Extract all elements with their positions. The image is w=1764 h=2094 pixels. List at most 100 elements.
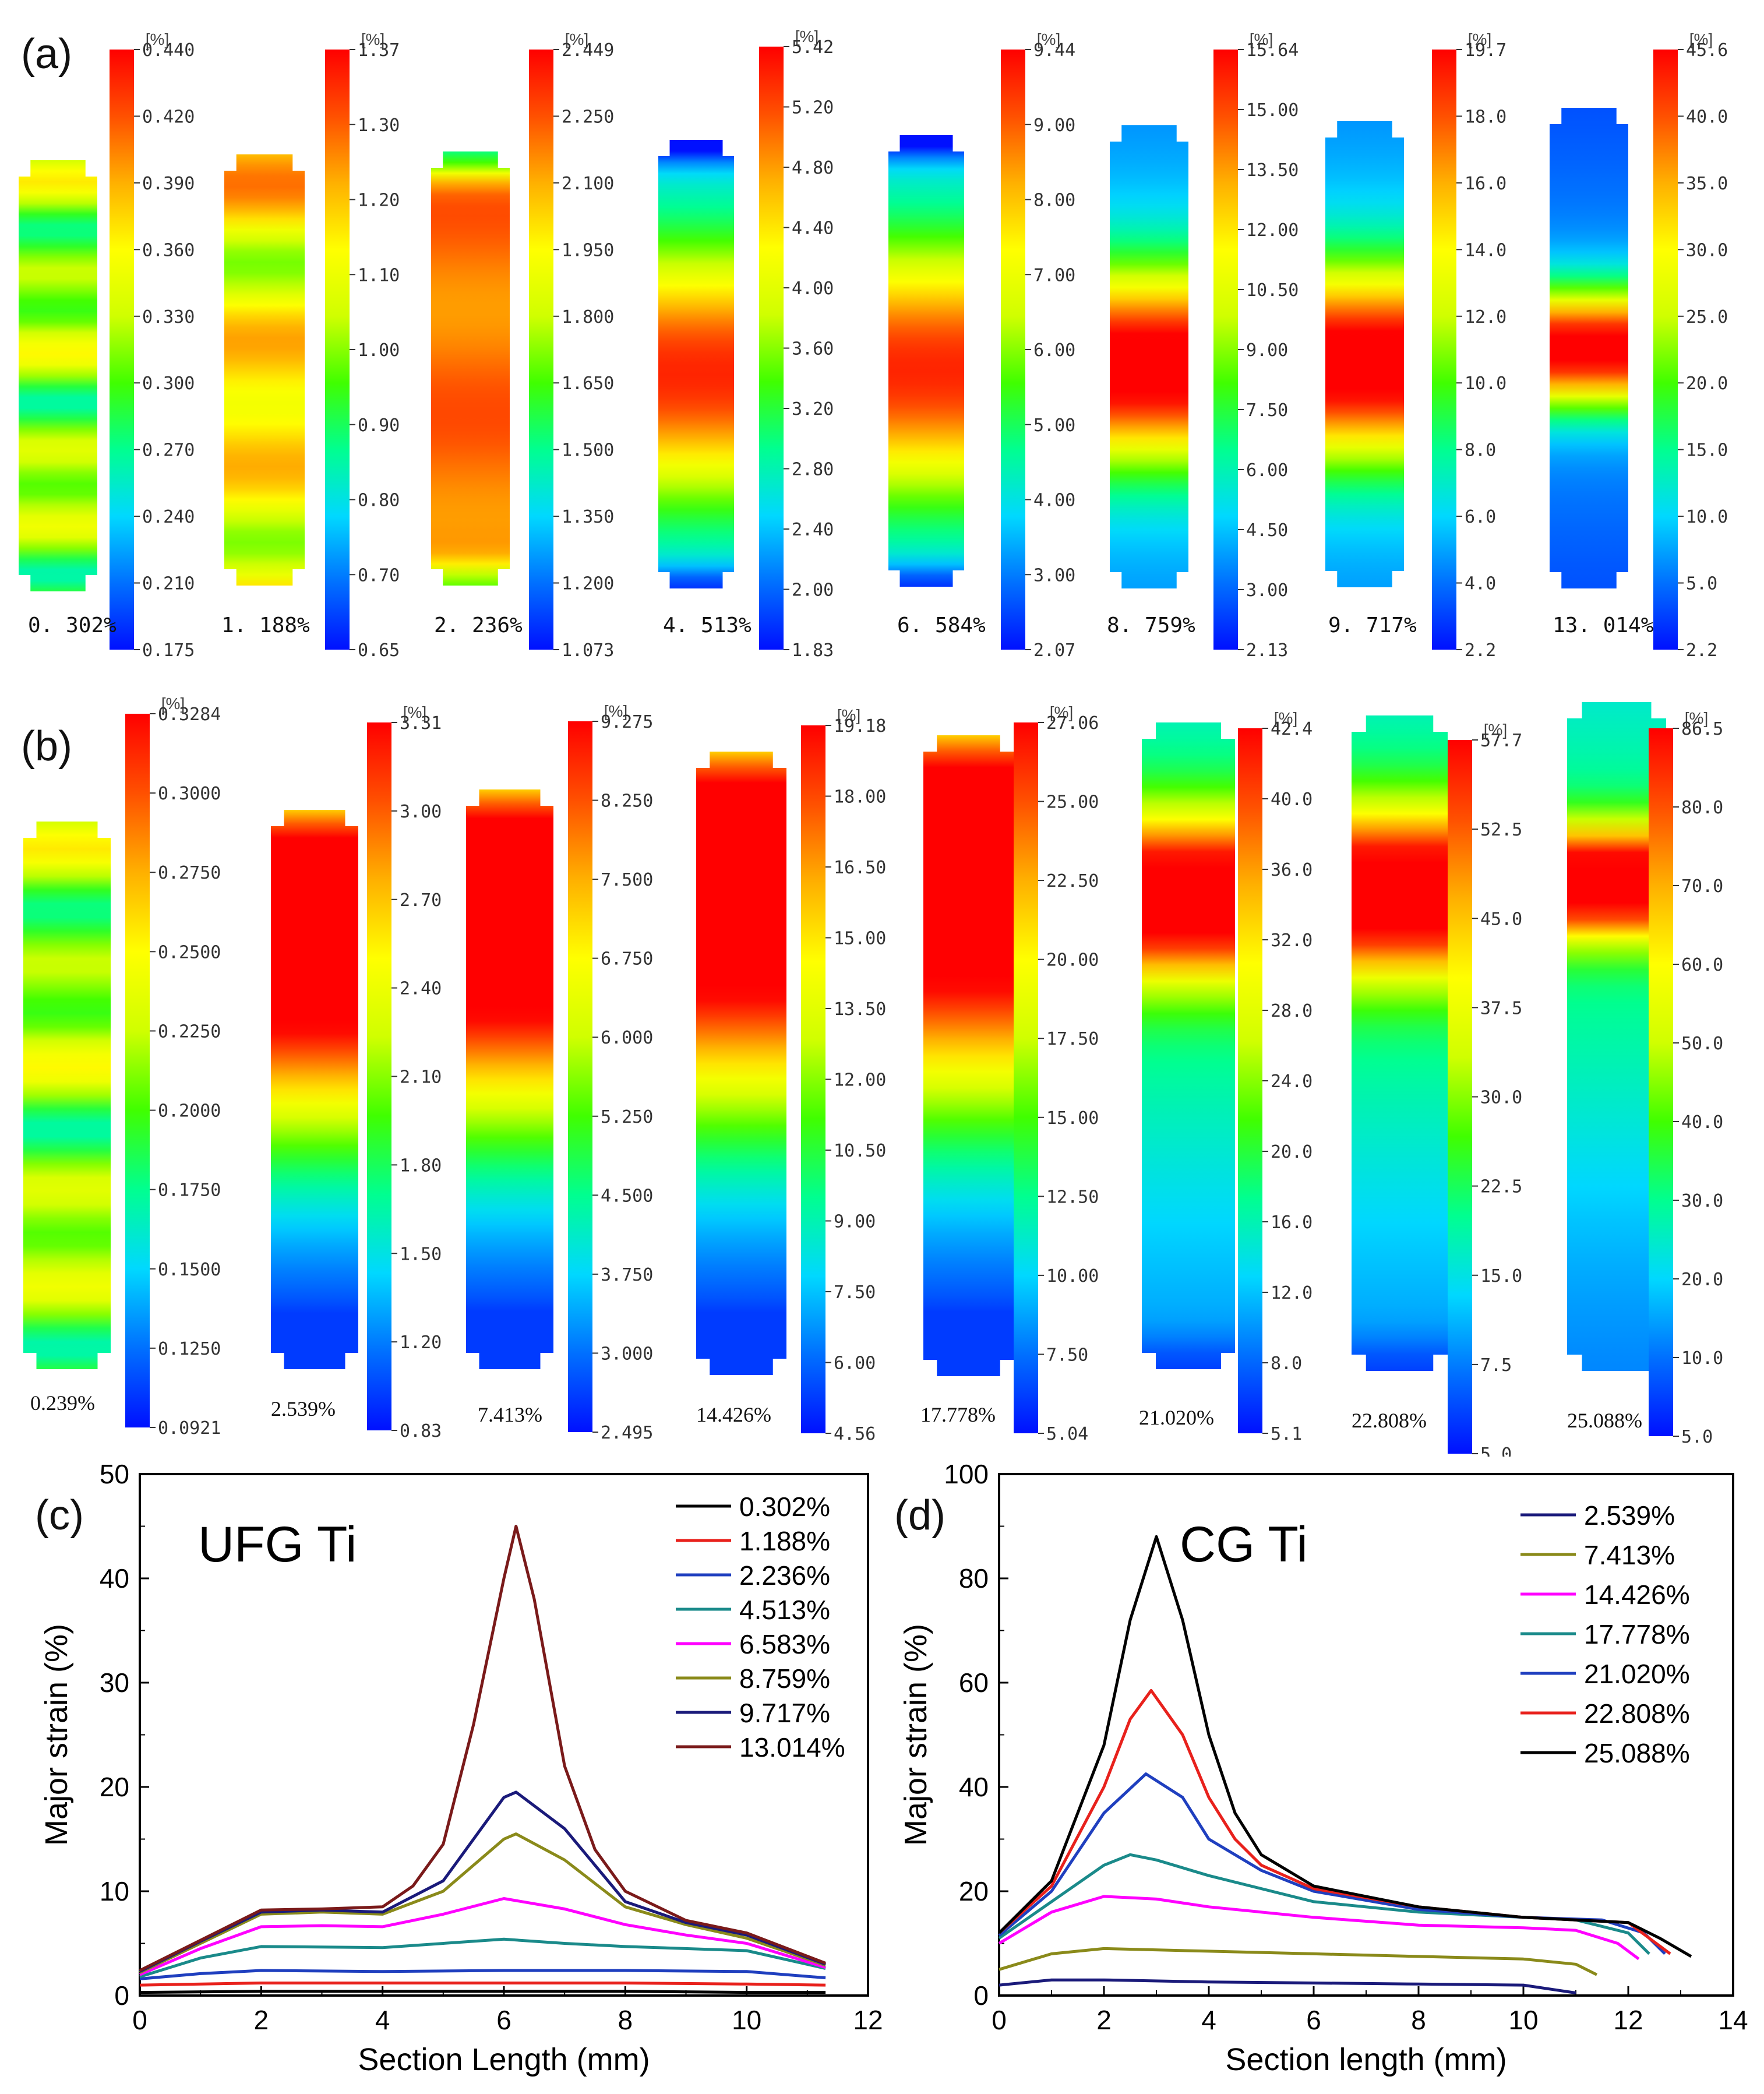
colorbar-tick-label: 18.00 [834, 787, 886, 808]
colorbar-tick-label: 0.330 [142, 307, 195, 327]
colorbar-tick-label: 0.3000 [158, 784, 221, 804]
colorbar-tick-label: 1.37 [358, 40, 400, 61]
colorbar-tick-label: 1.83 [792, 640, 834, 661]
colorbar-tick-label: 17.50 [1046, 1029, 1099, 1049]
colorbar-tick-label: 9.00 [834, 1212, 876, 1232]
colorbar-tick-label: 0.2500 [158, 942, 221, 963]
colorbar-tick-label: 0.1250 [158, 1339, 221, 1359]
colorbar-tick-label: 2.40 [792, 520, 834, 540]
colorbar-tick-label: 5.00 [1033, 415, 1075, 436]
colorbar-tick-label: 4.00 [792, 279, 834, 299]
strain-field-specimen [19, 160, 97, 591]
colorbar [801, 725, 825, 1433]
colorbar-tick-label: 10.00 [1046, 1266, 1099, 1286]
colorbar [1014, 722, 1038, 1433]
colorbar-tick-label: 1.80 [400, 1155, 442, 1176]
colorbar-tick-label: 20.0 [1681, 1270, 1723, 1290]
colorbar-unit-label: [%] [565, 30, 588, 48]
colorbar [1448, 740, 1472, 1454]
colorbar-tick-label: 3.000 [601, 1344, 653, 1364]
y-tick-label: 80 [959, 1563, 989, 1594]
colorbar-tick-label: 15.0 [1480, 1266, 1522, 1286]
series-line [139, 1990, 826, 1994]
colorbar-tick-label: 3.00 [1033, 565, 1075, 586]
panel-label-c: (c) [35, 1492, 84, 1539]
colorbar-tick-label: 2.07 [1033, 640, 1075, 661]
colorbar-tick-label: 0.2750 [158, 863, 221, 883]
strain-field-specimen [1352, 715, 1448, 1371]
series-line [139, 1969, 826, 1980]
colorbar [325, 50, 350, 650]
colorbar-tick-label: 0.360 [142, 240, 195, 260]
colorbar-tick-label: 16.0 [1465, 174, 1507, 194]
x-tick-label: 8 [618, 2005, 633, 2035]
legend-label: 6.583% [739, 1629, 830, 1659]
x-axis-label: Section length (mm) [1225, 2042, 1507, 2077]
legend-label: 8.759% [739, 1663, 830, 1694]
series-line [998, 1688, 1671, 1955]
x-tick-label: 0 [992, 2005, 1007, 2035]
strain-field-specimen [1567, 702, 1666, 1371]
colorbar-tick-label: 45.6 [1686, 40, 1728, 61]
legend-label: 25.088% [1584, 1738, 1690, 1768]
colorbar-tick-label: 3.750 [601, 1265, 653, 1285]
colorbar [125, 714, 150, 1427]
colorbar-tick-label: 7.50 [834, 1282, 876, 1303]
colorbar-tick-label: 7.50 [1246, 400, 1288, 421]
colorbar-tick-label: 40.0 [1271, 789, 1313, 810]
colorbar-tick-label: 2.2 [1465, 640, 1496, 661]
colorbar-tick-label: 0.240 [142, 507, 195, 527]
series-line [139, 1982, 826, 1987]
colorbar-unit-label: [%] [1250, 30, 1273, 48]
colorbar-tick-label: 16.50 [834, 858, 886, 878]
colorbar-tick-label: 5.20 [792, 98, 834, 118]
colorbar-tick-label: 1.500 [562, 440, 614, 461]
x-tick-label: 0 [132, 2005, 147, 2035]
colorbar-tick-label: 1.30 [358, 115, 400, 136]
series-line [139, 1897, 826, 1976]
colorbar-unit-label: [%] [1484, 721, 1507, 739]
series-line [139, 1832, 826, 1974]
colorbar-tick-label: 2.449 [562, 40, 614, 61]
colorbar-tick-label: 0.83 [400, 1421, 442, 1441]
colorbar-tick-label: 4.500 [601, 1186, 653, 1206]
colorbar-tick-label: 9.275 [601, 712, 653, 732]
x-tick-label: 8 [1411, 2005, 1426, 2035]
colorbar-tick-label: 15.00 [1046, 1108, 1099, 1129]
legend-label: 17.778% [1584, 1619, 1690, 1649]
colorbar-tick-label: 22.50 [1046, 871, 1099, 891]
series-line [999, 1978, 1576, 1994]
colorbar-tick-label: 10.0 [1681, 1348, 1723, 1369]
colorbar-tick-label: 4.40 [792, 218, 834, 239]
series-line [998, 1535, 1692, 1958]
colorbar-tick-label: 0.300 [142, 373, 195, 394]
colorbar-tick-label: 0.2000 [158, 1101, 221, 1122]
strain-map-caption: 9. 717% [1328, 614, 1417, 637]
x-tick-label: 6 [496, 2005, 511, 2035]
colorbar-tick-label: 52.5 [1480, 820, 1522, 840]
strain-map-caption: 2. 236% [434, 614, 523, 637]
strain-map-panels: [%]0.4400.4200.3900.3600.3300.3000.2700.… [19, 27, 1728, 1457]
chart-panel-c: (c) UFG Ti 0 2 4 6 8 10 12 0 10 20 30 40 50 Section Len… [35, 1459, 883, 2077]
colorbar-tick-label: 6.000 [601, 1028, 653, 1048]
series-line [998, 1895, 1640, 1961]
colorbar-tick-label: 3.60 [792, 339, 834, 359]
colorbar-tick-label: 2.80 [792, 460, 834, 480]
strain-field-specimen [923, 735, 1014, 1376]
series-line [139, 1790, 826, 1973]
colorbar-tick-label: 0.270 [142, 440, 195, 461]
colorbar-tick-label: 0.420 [142, 107, 195, 127]
strain-map-caption: 1. 188% [221, 614, 310, 637]
y-axis-label: Major strain (%) [39, 1624, 74, 1846]
colorbar-tick-label: 9.00 [1033, 115, 1075, 136]
colorbar-tick-label: 12.0 [1271, 1283, 1313, 1303]
colorbar-tick-label: 25.00 [1046, 792, 1099, 813]
legend-label: 4.513% [739, 1595, 830, 1625]
colorbar [1653, 50, 1678, 650]
strain-map-caption: 2.539% [271, 1397, 336, 1420]
colorbar-tick-label: 20.0 [1686, 373, 1728, 394]
legend-label: 2.539% [1584, 1500, 1675, 1531]
strain-field-specimen [1110, 125, 1188, 588]
strain-map-caption: 4. 513% [663, 614, 752, 637]
colorbar-tick-label: 1.650 [562, 373, 614, 394]
